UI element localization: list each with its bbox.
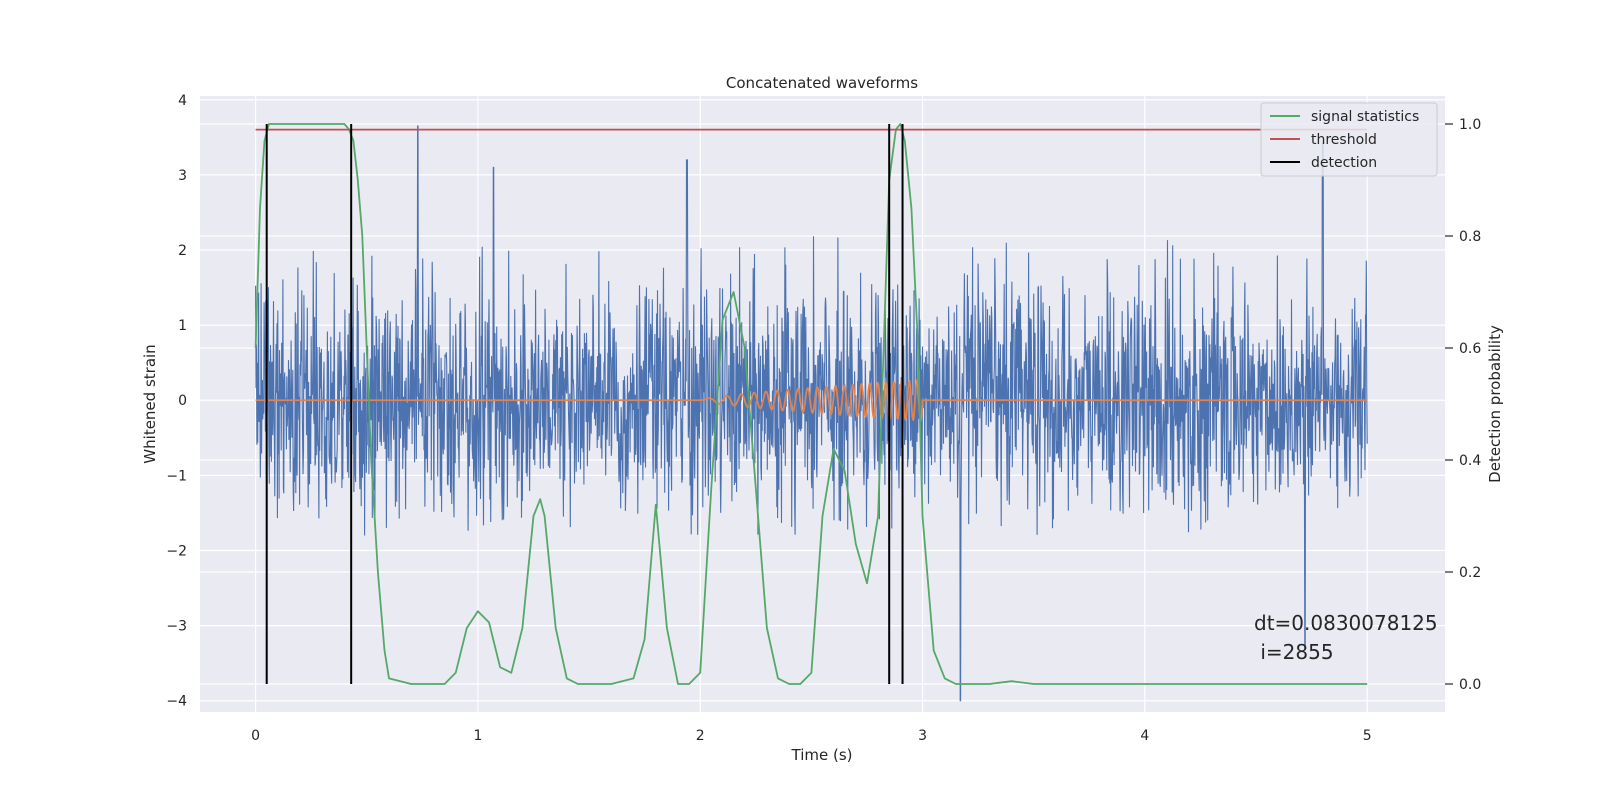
x-tick-label: 2 (696, 728, 705, 744)
y-tick-label: 4 (178, 93, 187, 109)
y-tick-label: 0 (178, 393, 187, 409)
x-tick-label: 5 (1363, 728, 1372, 744)
injected-signal-line (255, 378, 1368, 422)
y-tick-label: 2 (178, 243, 187, 259)
y-right-tick-label: 0.2 (1459, 565, 1481, 581)
y-right-tick-label: 0.6 (1459, 341, 1481, 357)
ticks-layer: 0 1 2 3 4 5 −4 −3 −2 −1 0 1 2 3 4 0.0 0.2 0.4 0.6 0.8 1.0 (166, 93, 1481, 744)
y-tick-label: 1 (178, 318, 187, 334)
legend-label-signal-statistics: signal statistics (1311, 109, 1419, 125)
annotation-dt: dt=0.0830078125 (1254, 611, 1438, 635)
y-tick-label: −1 (166, 468, 187, 484)
y-tick-label: 3 (178, 168, 187, 184)
x-axis-label: Time (s) (791, 746, 853, 764)
x-tick-label: 4 (1140, 728, 1149, 744)
chart-title: Concatenated waveforms (726, 74, 918, 92)
legend-label-threshold: threshold (1311, 132, 1377, 148)
x-tick-label: 3 (918, 728, 927, 744)
series-layer (254, 123, 1368, 702)
x-tick-label: 1 (473, 728, 482, 744)
annotation-index: i=2855 (1254, 640, 1334, 664)
legend-box (1260, 102, 1438, 177)
y-right-tick-label: 0.4 (1459, 453, 1481, 469)
signal-statistics-line (254, 123, 1368, 685)
y-right-tick-label: 1.0 (1459, 117, 1481, 133)
y-right-tick-label: 0.0 (1459, 677, 1481, 693)
legend: signal statistics threshold detection (1260, 102, 1438, 177)
y-right-tick-label: 0.8 (1459, 229, 1481, 245)
x-tick-label: 0 (251, 728, 260, 744)
y-axis-right-label: Detection probability (1486, 325, 1504, 483)
y-tick-label: −2 (166, 543, 187, 559)
y-tick-label: −4 (166, 694, 187, 710)
y-axis-label: Whitened strain (141, 344, 159, 463)
y-tick-label: −3 (166, 619, 187, 635)
legend-label-detection: detection (1311, 155, 1377, 171)
